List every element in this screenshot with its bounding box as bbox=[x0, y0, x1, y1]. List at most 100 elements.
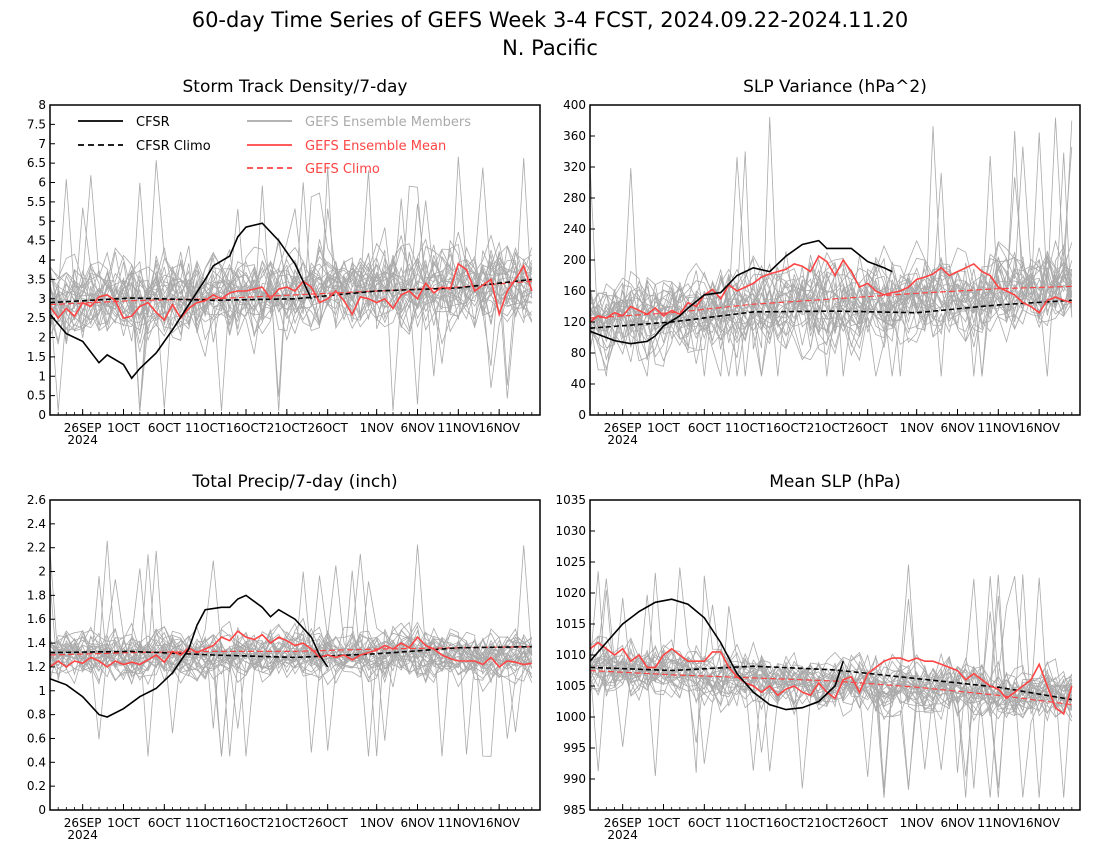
y-tick-label: 160 bbox=[563, 284, 586, 298]
x-tick-label: 6OCT bbox=[148, 816, 181, 830]
y-tick-label: 1025 bbox=[555, 555, 586, 569]
ensemble-member-line bbox=[590, 273, 1072, 377]
legend-label-cfsr: CFSR bbox=[136, 115, 170, 130]
y-tick-label: 0.6 bbox=[27, 731, 46, 745]
y-tick-label: 0 bbox=[38, 803, 46, 817]
cfsr-climo-line bbox=[590, 665, 1072, 701]
y-tick-label: 200 bbox=[563, 253, 586, 267]
x-tick-label: 11OCT bbox=[185, 421, 226, 435]
x-tick-label: 1OCT bbox=[107, 816, 140, 830]
y-tick-label: 0.4 bbox=[27, 755, 46, 769]
y-tick-label: 40 bbox=[571, 377, 586, 391]
y-tick-label: 1005 bbox=[555, 679, 586, 693]
panel-mean-slp: Mean SLP (hPa) 985 990 995 1000 1005 1010 1015 1… bbox=[555, 472, 1081, 842]
x-tick-label: 16OCT bbox=[766, 816, 807, 830]
y-tick-label: 1 bbox=[38, 684, 46, 698]
cfsr-line bbox=[590, 239, 893, 345]
x-tick-year-label: 2024 bbox=[607, 433, 638, 447]
y-tick-label: 2.6 bbox=[27, 493, 46, 507]
ensemble-mean-line bbox=[590, 254, 1073, 323]
y-tick-label: 280 bbox=[563, 191, 586, 205]
panel-storm-track: Storm Track Density/7-day 0 0.5 1 1.5 2 2.5 3 3.… bbox=[27, 77, 541, 447]
x-tick-label: 11NOV bbox=[437, 421, 479, 435]
y-tick-label: 1010 bbox=[555, 648, 586, 662]
y-tick-label: 985 bbox=[563, 803, 586, 817]
panel-title: Mean SLP (hPa) bbox=[769, 472, 901, 492]
gefs-climo-line bbox=[590, 285, 1072, 319]
ensemble-member-line bbox=[590, 151, 1073, 367]
ensemble-member-line bbox=[590, 648, 1073, 772]
y-tick-label: 1.5 bbox=[27, 350, 46, 364]
x-tick-label: 26SEP bbox=[604, 421, 642, 435]
ensemble-member-line bbox=[50, 622, 532, 686]
panel-title: SLP Variance (hPa^2) bbox=[743, 77, 927, 97]
x-tick-year-label: 2024 bbox=[67, 828, 98, 842]
x-tick-label: 11NOV bbox=[437, 816, 479, 830]
ensemble-member-line bbox=[50, 257, 533, 342]
ensemble-member-line bbox=[50, 245, 532, 357]
ensemble-member-line bbox=[590, 157, 1073, 377]
y-tick-label: 990 bbox=[563, 772, 586, 786]
ensemble-member-line bbox=[590, 254, 1073, 357]
x-tick-label: 16NOV bbox=[478, 421, 520, 435]
x-tick-label: 1NOV bbox=[360, 816, 395, 830]
ensemble-member-line bbox=[590, 177, 1073, 377]
ensemble-member-line bbox=[590, 611, 1073, 719]
y-tick-label: 995 bbox=[563, 741, 586, 755]
cfsr-line bbox=[590, 598, 844, 711]
ensemble-member-line bbox=[50, 160, 533, 336]
cfsr-climo-line bbox=[50, 645, 532, 659]
x-tick-label: 21OCT bbox=[807, 421, 848, 435]
y-tick-label: 240 bbox=[563, 222, 586, 236]
ensemble-mean-line bbox=[590, 641, 1073, 716]
ensemble-member-line bbox=[50, 262, 533, 386]
ensemble-member-line bbox=[590, 146, 1073, 377]
y-tick-label: 0 bbox=[578, 408, 586, 422]
y-tick-label: 1.6 bbox=[27, 612, 46, 626]
ensemble-member-line bbox=[50, 570, 533, 681]
x-tick-label: 1NOV bbox=[900, 421, 935, 435]
x-tick-label: 26SEP bbox=[64, 816, 102, 830]
y-tick-label: 360 bbox=[563, 129, 586, 143]
y-tick-label: 2.5 bbox=[27, 311, 46, 325]
ensemble-member-line bbox=[590, 576, 1073, 708]
y-tick-label: 2.4 bbox=[27, 517, 46, 531]
y-tick-label: 1.2 bbox=[27, 660, 46, 674]
ensemble-member-line bbox=[50, 192, 533, 412]
x-tick-label: 16OCT bbox=[766, 421, 807, 435]
y-tick-label: 1020 bbox=[555, 586, 586, 600]
cfsr-line bbox=[50, 594, 329, 718]
y-tick-label: 1.8 bbox=[27, 588, 46, 602]
panel-precip: Total Precip/7-day (inch)00.20.40.60.811… bbox=[27, 472, 541, 842]
x-tick-label: 11NOV bbox=[977, 421, 1019, 435]
ensemble-member-line bbox=[50, 631, 533, 757]
x-tick-label: 26OCT bbox=[847, 421, 888, 435]
panel-title: Total Precip/7-day (inch) bbox=[191, 472, 397, 492]
ensemble-member-line bbox=[590, 265, 1073, 355]
y-tick-label: 320 bbox=[563, 160, 586, 174]
cfsr-climo-line bbox=[50, 278, 532, 304]
x-tick-label: 26OCT bbox=[847, 816, 888, 830]
x-tick-label: 16NOV bbox=[1018, 421, 1060, 435]
x-tick-label: 1NOV bbox=[900, 816, 935, 830]
plot-area bbox=[50, 156, 533, 412]
x-tick-label: 21OCT bbox=[267, 816, 308, 830]
y-tick-label: 6 bbox=[38, 176, 46, 190]
gefs-climo-line bbox=[590, 669, 1072, 706]
x-tick-label: 16OCT bbox=[226, 421, 267, 435]
panel-title: Storm Track Density/7-day bbox=[183, 77, 408, 97]
y-tick-label: 400 bbox=[563, 98, 586, 112]
ensemble-member-line bbox=[590, 574, 1073, 716]
x-tick-label: 6OCT bbox=[688, 816, 721, 830]
y-tick-label: 1015 bbox=[555, 617, 586, 631]
y-tick-label: 7 bbox=[38, 137, 46, 151]
y-tick-label: 6.5 bbox=[27, 156, 46, 170]
figure-region: N. Pacific bbox=[502, 36, 598, 60]
plot-area bbox=[590, 116, 1073, 377]
ensemble-member-line bbox=[50, 208, 533, 389]
x-tick-label: 26OCT bbox=[307, 816, 348, 830]
y-tick-label: 5.5 bbox=[27, 195, 46, 209]
x-tick-label: 1NOV bbox=[360, 421, 395, 435]
